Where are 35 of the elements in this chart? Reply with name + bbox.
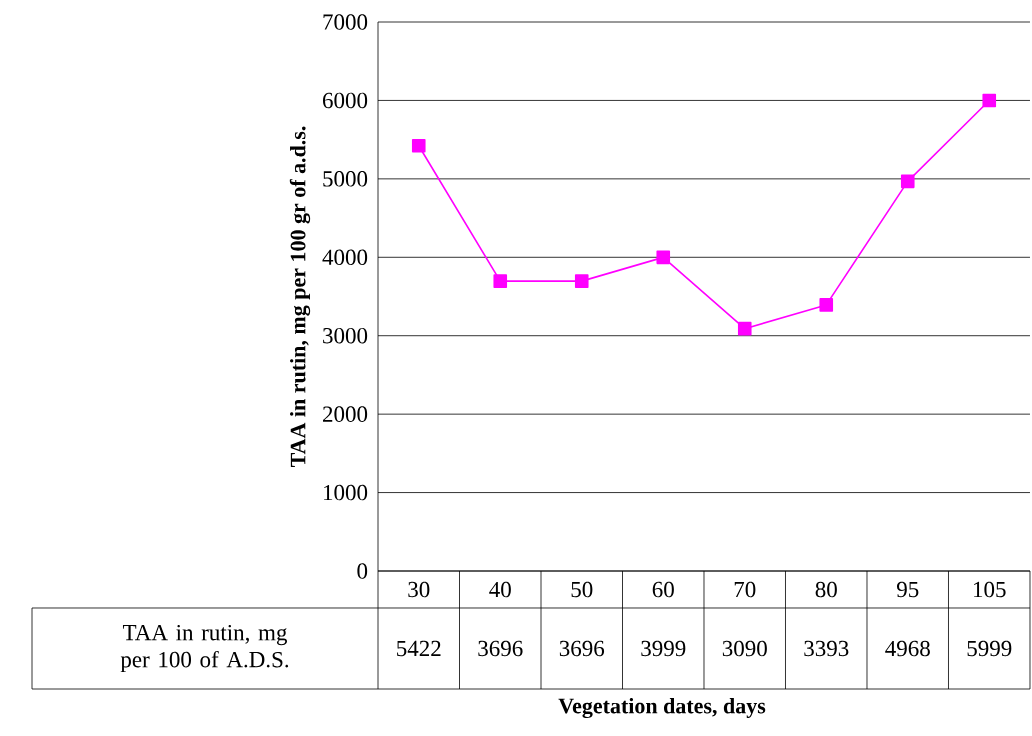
x-tick-label: 95: [896, 581, 919, 598]
data-label: 3999: [641, 640, 686, 657]
x-tick-label: 70: [734, 581, 756, 598]
point: [819, 298, 834, 312]
data-label: 5422: [397, 640, 441, 657]
x-tick-label: 30: [408, 581, 430, 598]
y-tick-label: 1000: [324, 484, 368, 501]
y-tick-label: 4000: [322, 249, 368, 266]
x-tick-label: 40: [489, 581, 511, 598]
data-label: 3393: [804, 640, 849, 657]
x-tick-label: 80: [815, 581, 837, 598]
y-tick-label: 7000: [323, 14, 368, 30]
point: [574, 274, 589, 288]
point: [900, 174, 915, 189]
x-tick-label: 50: [571, 581, 593, 598]
point: [493, 274, 508, 288]
text: TAA in rutin, mg per 100 of A.D.S.: [120, 624, 289, 673]
y-tick-label: 3000: [323, 327, 368, 344]
point: [411, 138, 426, 153]
x-tick-label: 60: [652, 581, 674, 598]
x-tick-label: 105: [974, 581, 1006, 598]
data-label: 3696: [559, 640, 605, 657]
y-axis-title: TAA in rutin, mg per 100 gr of a.d.s.: [289, 126, 311, 468]
point: [656, 250, 671, 265]
y-tick-label: 5000: [323, 171, 368, 187]
y-tick-label: 0: [357, 563, 368, 579]
y-tick-label: 6000: [322, 92, 368, 109]
data-label: 5999: [967, 640, 1012, 657]
data-label: 3696: [478, 640, 523, 657]
x-axis-title: Vegetation dates, days: [558, 697, 766, 719]
y-tick-label: 2000: [323, 406, 368, 422]
point: [737, 321, 752, 336]
data-label: 3090: [722, 640, 767, 657]
point: [982, 93, 997, 108]
data-label: 4968: [885, 640, 930, 657]
